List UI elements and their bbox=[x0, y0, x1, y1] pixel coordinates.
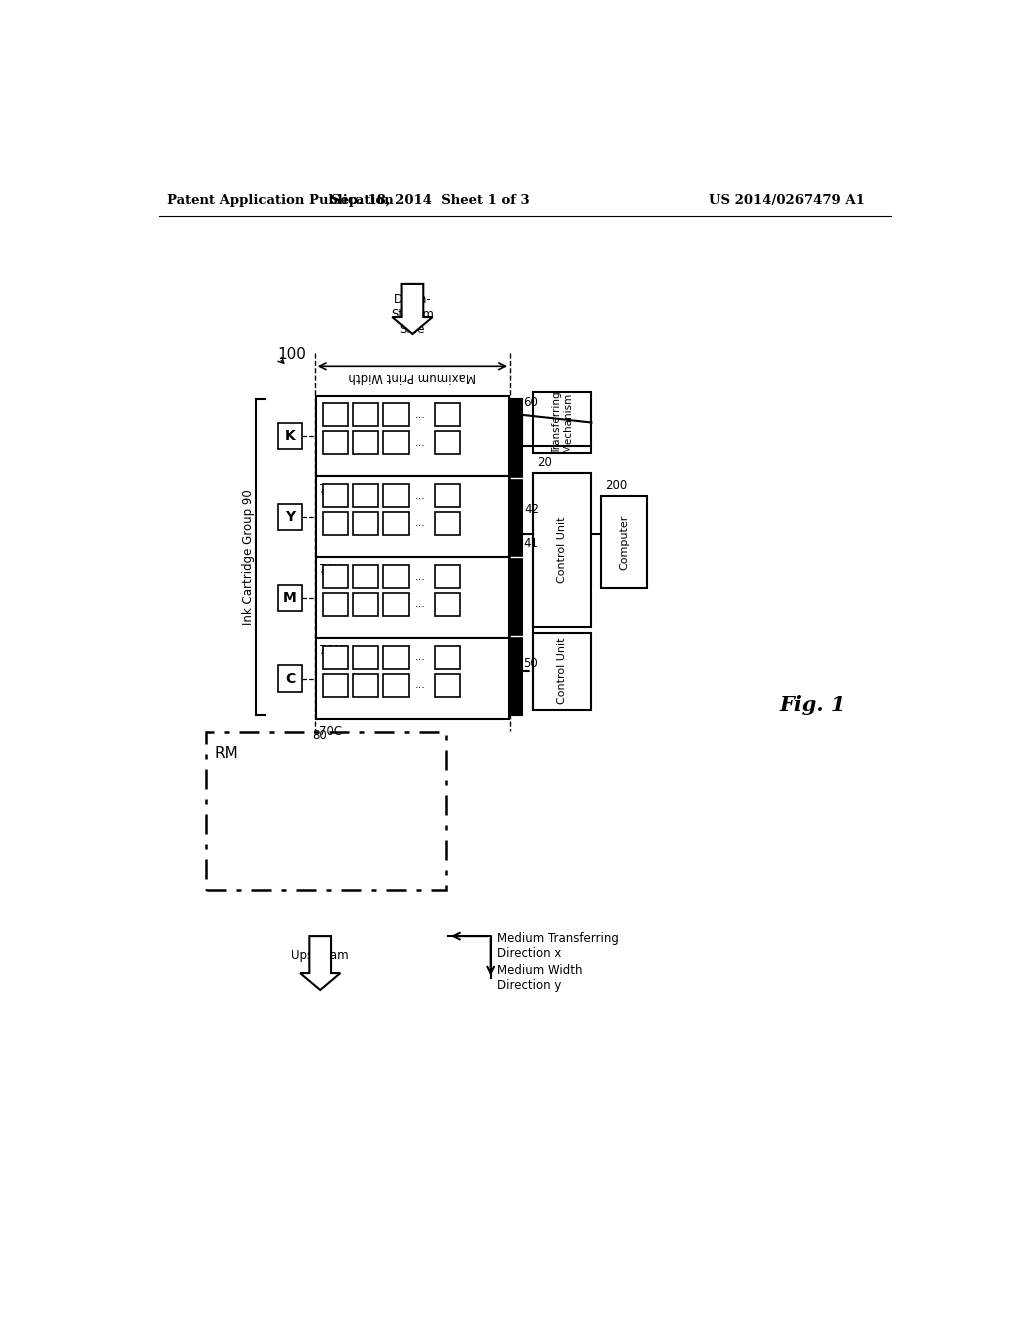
Text: Ink Cartridge Group 90: Ink Cartridge Group 90 bbox=[242, 490, 255, 626]
Text: 70C: 70C bbox=[318, 725, 342, 738]
Bar bbox=[323, 404, 348, 426]
Bar bbox=[511, 400, 521, 715]
Bar bbox=[435, 484, 461, 507]
FancyArrow shape bbox=[392, 284, 432, 334]
Text: ...: ... bbox=[415, 599, 426, 610]
Text: ...: ... bbox=[415, 519, 426, 528]
Text: K: K bbox=[285, 429, 295, 444]
Bar bbox=[383, 432, 409, 454]
Text: 70Y: 70Y bbox=[318, 564, 341, 577]
Bar bbox=[383, 645, 409, 669]
Text: 42: 42 bbox=[524, 503, 539, 516]
Bar bbox=[534, 392, 592, 453]
Text: Control Unit: Control Unit bbox=[557, 516, 567, 583]
Text: 50: 50 bbox=[523, 657, 538, 671]
Bar bbox=[435, 432, 461, 454]
Text: Computer: Computer bbox=[618, 515, 629, 569]
Bar bbox=[316, 477, 509, 557]
Bar bbox=[278, 422, 302, 449]
Text: 80: 80 bbox=[312, 730, 328, 742]
Bar bbox=[435, 565, 461, 589]
Bar bbox=[435, 645, 461, 669]
Bar bbox=[383, 593, 409, 615]
Bar bbox=[316, 396, 509, 477]
Bar bbox=[534, 473, 592, 627]
Text: ...: ... bbox=[415, 409, 426, 420]
Bar bbox=[316, 638, 509, 719]
Bar bbox=[435, 673, 461, 697]
Text: Medium Width
Direction y: Medium Width Direction y bbox=[497, 965, 583, 993]
Bar bbox=[278, 665, 302, 692]
Bar bbox=[323, 512, 348, 535]
Text: Y: Y bbox=[285, 510, 295, 524]
Bar bbox=[352, 673, 378, 697]
Bar bbox=[383, 404, 409, 426]
Text: 70K: 70K bbox=[318, 483, 341, 495]
Bar bbox=[323, 484, 348, 507]
Bar bbox=[601, 496, 647, 589]
Text: RM: RM bbox=[215, 746, 239, 760]
Bar bbox=[352, 404, 378, 426]
Bar bbox=[323, 593, 348, 615]
Bar bbox=[352, 593, 378, 615]
Bar bbox=[323, 673, 348, 697]
Bar bbox=[323, 645, 348, 669]
Bar bbox=[352, 512, 378, 535]
Bar bbox=[383, 512, 409, 535]
Bar bbox=[352, 484, 378, 507]
Bar bbox=[352, 645, 378, 669]
Bar bbox=[435, 404, 461, 426]
Text: 200: 200 bbox=[604, 479, 627, 492]
Text: Upstream
Side: Upstream Side bbox=[292, 949, 349, 977]
Bar bbox=[435, 593, 461, 615]
FancyArrow shape bbox=[300, 936, 340, 990]
Text: 100: 100 bbox=[278, 347, 306, 362]
Text: Fig. 1: Fig. 1 bbox=[779, 696, 846, 715]
Bar bbox=[383, 484, 409, 507]
Bar bbox=[534, 632, 592, 710]
Text: Control Unit: Control Unit bbox=[557, 638, 567, 705]
Bar bbox=[383, 565, 409, 589]
Text: ...: ... bbox=[415, 491, 426, 500]
Text: ...: ... bbox=[415, 572, 426, 582]
Text: Sep. 18, 2014  Sheet 1 of 3: Sep. 18, 2014 Sheet 1 of 3 bbox=[331, 194, 529, 207]
Bar bbox=[278, 504, 302, 529]
Bar bbox=[383, 673, 409, 697]
Bar bbox=[278, 585, 302, 611]
Bar bbox=[435, 512, 461, 535]
Text: C: C bbox=[285, 672, 295, 685]
Text: ...: ... bbox=[415, 680, 426, 690]
Text: Transferring
Mechanism: Transferring Mechanism bbox=[552, 391, 573, 454]
Text: 20: 20 bbox=[538, 455, 552, 469]
Text: Patent Application Publication: Patent Application Publication bbox=[167, 194, 393, 207]
Text: ...: ... bbox=[415, 652, 426, 663]
Bar bbox=[316, 557, 509, 638]
Bar bbox=[352, 565, 378, 589]
Text: 41: 41 bbox=[523, 537, 539, 550]
Text: 70M: 70M bbox=[318, 644, 344, 657]
Text: Medium Transferring
Direction x: Medium Transferring Direction x bbox=[497, 932, 618, 960]
Bar bbox=[206, 733, 445, 890]
Text: Down-
Stream
Side: Down- Stream Side bbox=[391, 293, 434, 337]
Bar bbox=[323, 565, 348, 589]
Text: 60: 60 bbox=[523, 396, 539, 409]
Text: Maximum Print Width: Maximum Print Width bbox=[348, 370, 476, 383]
Bar bbox=[323, 432, 348, 454]
Bar bbox=[352, 432, 378, 454]
Text: M: M bbox=[283, 590, 297, 605]
Text: US 2014/0267479 A1: US 2014/0267479 A1 bbox=[710, 194, 865, 207]
Text: ...: ... bbox=[415, 437, 426, 447]
